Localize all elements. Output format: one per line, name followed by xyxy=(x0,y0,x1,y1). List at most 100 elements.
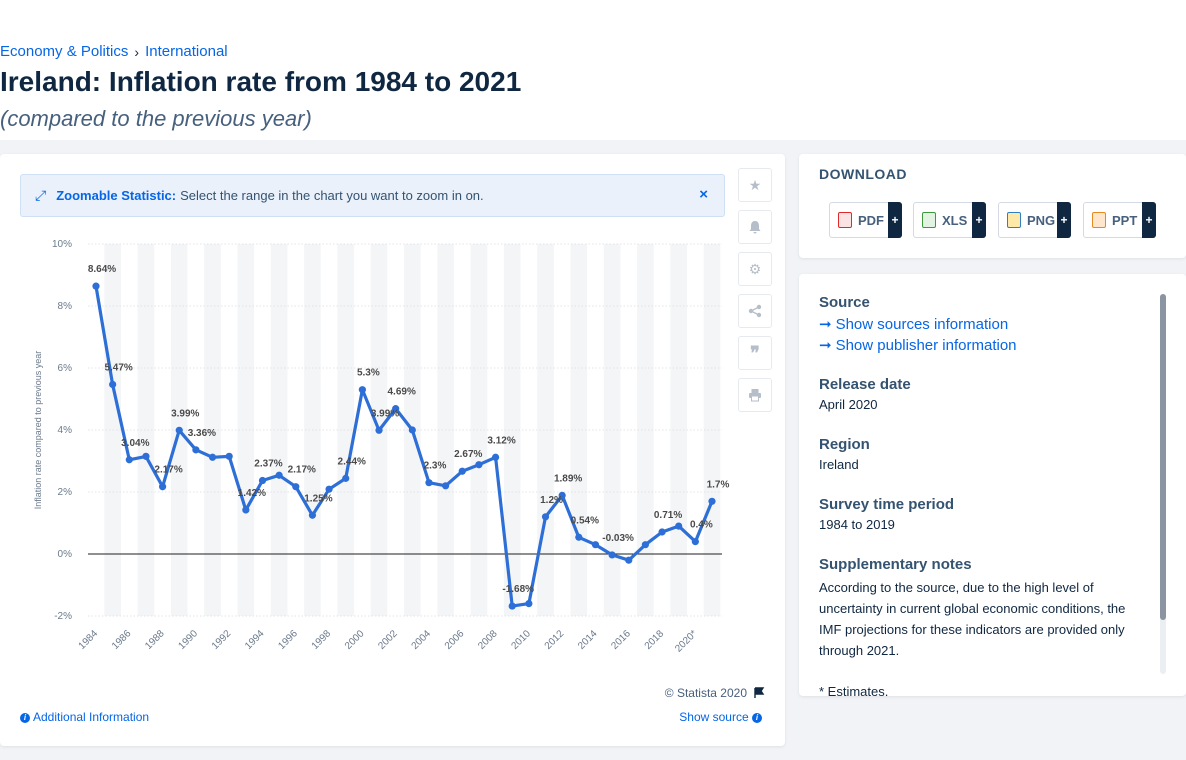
data-point xyxy=(491,453,500,461)
data-label: 3.99% xyxy=(171,408,199,419)
credit-text: © Statista 2020 xyxy=(664,686,747,700)
share-button[interactable] xyxy=(738,294,772,328)
ppt-file-icon xyxy=(1092,212,1106,228)
favorite-button[interactable]: ★ xyxy=(738,168,772,202)
breadcrumb-economy-link[interactable]: Economy & Politics xyxy=(0,43,129,60)
y-axis-label: Inflation rate compared to previous year xyxy=(33,351,43,510)
arrow-right-icon: ➞ xyxy=(819,316,832,333)
inflation-line-chart[interactable]: -2% 0% 2% 4% 6% 8% 10% Inflation rate compared… xyxy=(0,154,785,746)
estimates-footnote: * Estimates. xyxy=(819,684,889,696)
data-point xyxy=(425,479,433,487)
cite-button[interactable]: ❞ xyxy=(738,336,772,370)
data-point xyxy=(508,602,516,610)
x-tick-label: 1996 xyxy=(276,628,300,652)
data-point xyxy=(558,491,566,500)
survey-period-heading: Survey time period xyxy=(819,496,955,513)
download-png-button[interactable]: PNG + xyxy=(998,202,1071,238)
data-label: 3.36% xyxy=(188,428,216,439)
breadcrumb-international-link[interactable]: International xyxy=(145,43,228,60)
year-band xyxy=(270,244,288,616)
y-tick-label: 6% xyxy=(58,363,73,374)
y-tick-label: -2% xyxy=(54,611,72,622)
data-label: 0.4% xyxy=(690,520,713,531)
show-publisher-link[interactable]: ➞ Show publisher information xyxy=(819,336,1144,355)
data-point xyxy=(158,483,167,491)
data-point xyxy=(591,541,600,549)
data-point xyxy=(408,426,416,434)
x-tick-label: 1986 xyxy=(110,628,134,652)
data-point xyxy=(175,426,183,434)
x-tick-label: 1990 xyxy=(177,628,201,652)
scrollbar-thumb[interactable] xyxy=(1160,294,1166,620)
y-tick-label: 4% xyxy=(58,425,73,436)
data-label: 8.64% xyxy=(88,264,116,275)
download-xls-button[interactable]: XLS + xyxy=(913,202,986,238)
y-axis-ticks: -2% 0% 2% 4% 6% 8% 10% xyxy=(52,239,72,622)
show-source-link[interactable]: Show source i xyxy=(679,710,765,724)
data-point xyxy=(525,600,533,608)
zoom-notice-title: Zoomable Statistic: xyxy=(56,188,177,203)
chart-panel: ⤢ Zoomable Statistic: Select the range i… xyxy=(0,154,785,746)
data-label: 0.54% xyxy=(571,515,599,526)
region-heading: Region xyxy=(819,436,870,453)
x-tick-label: 1988 xyxy=(143,628,167,652)
download-pdf-button[interactable]: PDF + xyxy=(829,202,902,238)
data-point xyxy=(458,467,466,475)
y-tick-label: 10% xyxy=(52,239,72,250)
data-point xyxy=(575,533,583,541)
data-label: 3.04% xyxy=(121,438,149,449)
show-source-text: Show source xyxy=(679,710,749,724)
data-label: 4.69% xyxy=(387,387,415,398)
flag-icon[interactable] xyxy=(753,687,765,699)
print-icon xyxy=(749,389,761,402)
page-title: Ireland: Inflation rate from 1984 to 202… xyxy=(0,66,522,97)
y-tick-label: 0% xyxy=(58,549,73,560)
show-sources-link[interactable]: ➞ Show sources information xyxy=(819,315,1144,334)
close-icon[interactable]: × xyxy=(699,186,708,203)
data-label: 2.17% xyxy=(288,465,316,476)
details-panel: Source ➞ Show sources information ➞ Show p… xyxy=(799,274,1186,696)
bell-icon xyxy=(749,221,761,234)
data-point xyxy=(192,446,200,454)
download-ppt-button[interactable]: PPT + xyxy=(1083,202,1156,238)
additional-information-link[interactable]: i Additional Information xyxy=(20,710,149,724)
data-label: 1.42% xyxy=(238,488,266,499)
plus-icon: + xyxy=(1142,202,1156,238)
data-point xyxy=(92,282,100,290)
info-icon: i xyxy=(752,712,762,723)
breadcrumb: Economy & Politics › International xyxy=(0,43,228,60)
data-point xyxy=(275,471,283,479)
survey-period-value: 1984 to 2019 xyxy=(819,517,895,532)
statista-credit[interactable]: © Statista 2020 xyxy=(665,686,765,700)
data-point xyxy=(208,453,217,461)
notification-button[interactable] xyxy=(738,210,772,244)
info-icon: i xyxy=(20,712,30,723)
data-point xyxy=(475,461,483,469)
show-sources-text: Show sources information xyxy=(835,315,1009,333)
x-tick-label: 2006 xyxy=(443,628,467,652)
additional-information-text: Additional Information xyxy=(33,710,150,724)
data-labels: 8.64% 5.47% 3.04% 2.17% 3.99% 3.36% 1.42% 2.37%… xyxy=(88,264,730,595)
data-point xyxy=(242,506,250,514)
show-publisher-text: Show publisher information xyxy=(835,336,1017,354)
grid-lines xyxy=(88,243,722,617)
plus-icon: + xyxy=(888,202,902,238)
data-label: 1.7% xyxy=(707,479,730,490)
download-panel: DOWNLOAD PDF + XLS + PNG + PPT + xyxy=(799,154,1186,258)
print-button[interactable] xyxy=(738,378,772,412)
x-tick-label: 1992 xyxy=(210,628,234,652)
expand-icon: ⤢ xyxy=(35,187,47,203)
x-axis-ticks: 1984 1986 1988 1990 1992 1994 1996 1998 2000 2002… xyxy=(77,628,700,655)
data-point xyxy=(691,538,699,546)
plus-icon: + xyxy=(1057,202,1071,238)
x-tick-label: 1998 xyxy=(310,628,334,652)
data-point xyxy=(625,556,633,564)
x-tick-label: 2004 xyxy=(410,628,434,652)
download-png-label: PNG xyxy=(1027,212,1056,228)
share-icon xyxy=(748,304,762,318)
settings-button[interactable]: ⚙ xyxy=(738,252,772,286)
region-value: Ireland xyxy=(819,457,859,472)
data-point xyxy=(125,456,133,464)
x-tick-label: 2002 xyxy=(376,628,400,652)
data-point xyxy=(541,513,550,521)
